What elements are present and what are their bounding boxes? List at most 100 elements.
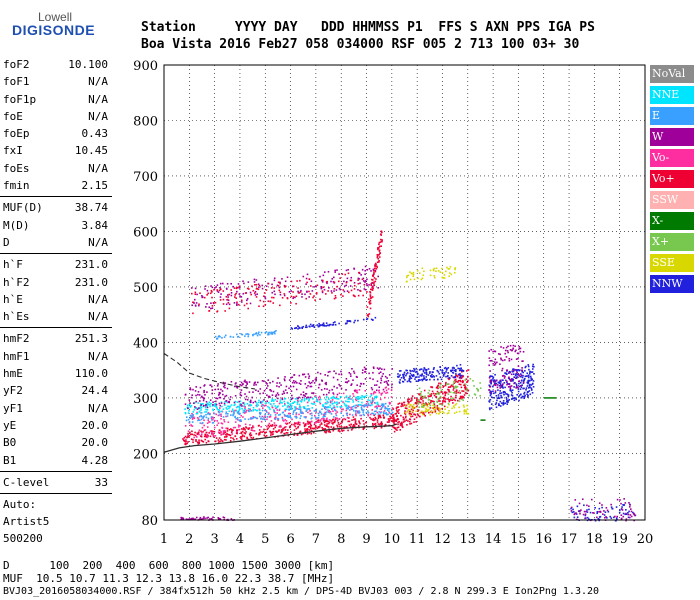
echo-point xyxy=(457,379,460,382)
param-value: 0.43 xyxy=(81,127,109,141)
echo-point xyxy=(415,402,418,405)
echo-point xyxy=(417,401,420,404)
echo-point xyxy=(184,412,187,415)
echo-point xyxy=(298,374,301,377)
echo-point xyxy=(348,420,351,423)
echo-point xyxy=(620,502,622,505)
echo-point xyxy=(409,423,411,425)
echo-point xyxy=(374,419,376,421)
echo-point xyxy=(317,416,320,419)
echo-point xyxy=(254,284,256,286)
echo-point xyxy=(240,420,243,423)
echo-point xyxy=(261,404,264,407)
echo-point xyxy=(409,404,412,407)
echo-point xyxy=(245,333,247,335)
echo-point xyxy=(436,369,439,372)
param-row-clevel: C-level 33 xyxy=(0,474,112,491)
echo-point xyxy=(529,375,532,378)
echo-point xyxy=(435,412,438,415)
echo-point xyxy=(599,515,602,518)
param-value: N/A xyxy=(88,310,108,324)
echo-point xyxy=(533,365,535,368)
echo-point xyxy=(375,263,377,266)
echo-point xyxy=(303,394,305,397)
echo-point xyxy=(198,415,201,418)
echo-point xyxy=(510,394,513,396)
echo-point xyxy=(455,368,457,371)
echo-point xyxy=(374,264,376,266)
echo-point xyxy=(358,421,361,424)
echo-point xyxy=(515,377,518,379)
echo-point xyxy=(368,313,371,315)
echo-point xyxy=(357,403,360,406)
echo-point xyxy=(341,421,343,424)
echo-point xyxy=(304,424,307,427)
echo-point xyxy=(313,382,316,384)
echo-point xyxy=(517,373,520,376)
echo-point xyxy=(214,287,216,289)
echo-point xyxy=(461,396,464,399)
echo-point xyxy=(354,295,356,298)
echo-point xyxy=(500,392,503,394)
echo-point xyxy=(253,416,256,419)
echo-point xyxy=(197,442,200,445)
echo-point xyxy=(342,429,345,432)
echo-point xyxy=(194,287,197,290)
echo-point xyxy=(249,403,251,406)
echo-point xyxy=(205,416,208,419)
echo-point xyxy=(345,377,348,380)
profile-curve xyxy=(163,423,398,453)
echo-point xyxy=(424,368,427,371)
echo-point xyxy=(628,506,631,508)
echo-point xyxy=(210,432,213,435)
echo-point xyxy=(200,409,202,411)
echo-point xyxy=(511,389,514,392)
echo-point xyxy=(494,358,497,361)
echo-point xyxy=(380,426,383,428)
echo-point xyxy=(217,422,220,424)
echo-point xyxy=(421,373,423,375)
echo-point xyxy=(281,402,283,404)
echo-point xyxy=(521,376,524,379)
echo-point xyxy=(397,423,399,426)
echo-point xyxy=(329,401,332,404)
echo-point xyxy=(465,378,468,380)
echo-point xyxy=(324,413,327,415)
echo-point xyxy=(369,291,372,294)
echo-point xyxy=(278,429,280,431)
echo-point xyxy=(209,384,211,387)
echo-point xyxy=(532,380,535,382)
echo-point xyxy=(516,373,519,376)
echo-point xyxy=(634,514,636,517)
echo-point xyxy=(287,412,290,415)
echo-point xyxy=(206,435,209,437)
echo-point xyxy=(221,337,223,339)
echo-point xyxy=(517,388,520,390)
echo-point xyxy=(340,405,343,408)
echo-point xyxy=(320,286,323,288)
echo-point xyxy=(271,333,274,335)
echo-point xyxy=(449,386,452,388)
echo-point xyxy=(346,412,349,415)
echo-point xyxy=(237,303,240,306)
echo-point xyxy=(423,367,426,370)
echo-point xyxy=(502,359,504,362)
echo-cluster xyxy=(405,266,457,283)
echo-point xyxy=(230,436,232,439)
echo-point xyxy=(603,514,606,516)
echo-point xyxy=(453,382,456,384)
echo-point xyxy=(373,282,375,285)
echo-point xyxy=(503,390,506,393)
echo-point xyxy=(390,389,393,392)
echo-point xyxy=(305,277,308,280)
echo-point xyxy=(401,403,404,406)
echo-point xyxy=(196,441,199,443)
echo-point xyxy=(530,387,533,389)
echo-point xyxy=(411,415,414,418)
echo-point xyxy=(532,368,534,370)
echo-point xyxy=(374,391,377,394)
echo-point xyxy=(395,412,398,415)
echo-point xyxy=(440,378,443,381)
echo-point xyxy=(379,405,381,408)
echo-point xyxy=(285,385,288,388)
